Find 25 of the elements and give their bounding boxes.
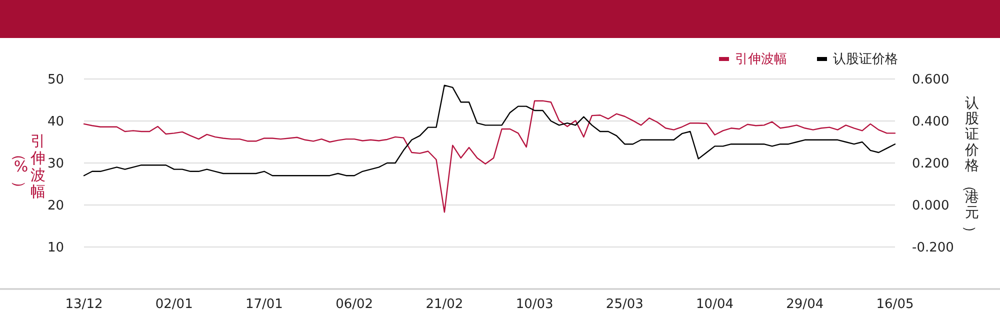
x-tick-label: 17/01 <box>245 297 283 312</box>
x-tick-label: 10/03 <box>516 297 554 312</box>
y2-tick-label: 0.600 <box>912 72 950 88</box>
y2label: 认股证价格（港元） <box>962 95 979 240</box>
x-tick-label: 21/02 <box>426 297 464 312</box>
x-tick-label: 13/12 <box>65 297 103 312</box>
y-tick-label: 40 <box>47 114 64 130</box>
y-tick-label: 10 <box>47 240 64 256</box>
line-series <box>83 100 896 213</box>
y-tick-label: 50 <box>47 72 64 88</box>
y2-tick-label: 0.000 <box>912 198 950 214</box>
y2-tick-label: 0.200 <box>912 156 950 172</box>
x-tick-label: 02/01 <box>155 297 193 312</box>
x-tick-label: 06/02 <box>336 297 374 312</box>
y-tick-label: 20 <box>47 198 64 214</box>
y2-tick-label: 0.400 <box>912 114 950 130</box>
y-tick-label: 30 <box>47 156 64 172</box>
line-series <box>83 84 896 176</box>
x-tick-label: 16/05 <box>876 297 914 312</box>
x-tick-label: 10/04 <box>696 297 734 312</box>
legend-label: 认股证价格 <box>833 52 898 67</box>
x-tick-label: 25/03 <box>606 297 644 312</box>
y2-tick-label: -0.200 <box>912 240 954 256</box>
legend-label: 引伸波幅 <box>735 52 787 67</box>
x-tick-label: 29/04 <box>786 297 824 312</box>
